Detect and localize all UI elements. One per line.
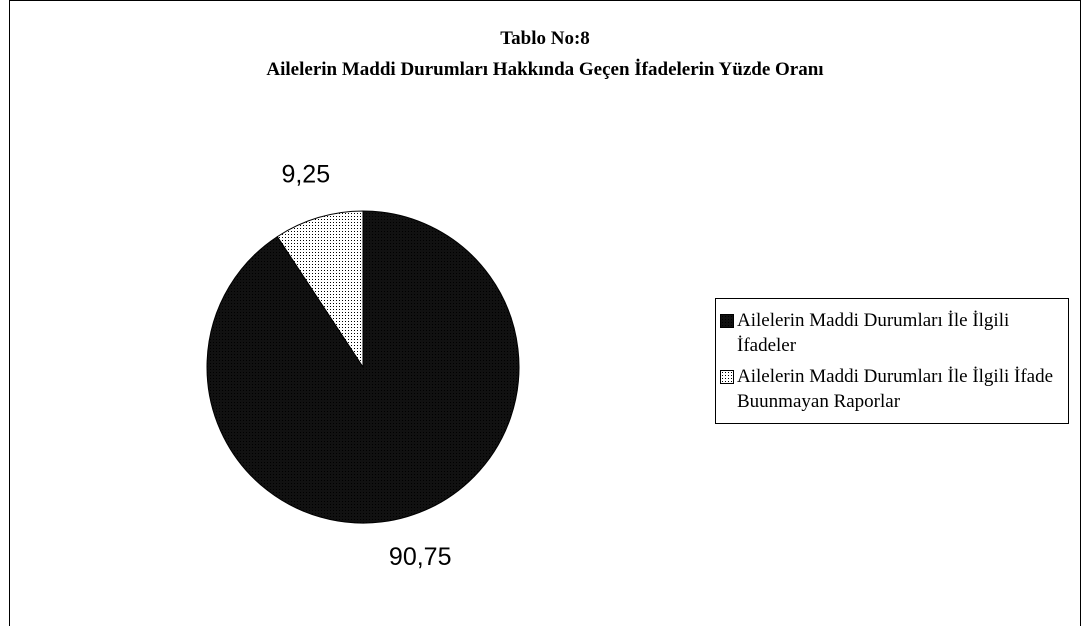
pie bbox=[206, 210, 520, 524]
legend-swatch bbox=[720, 370, 734, 384]
slice bbox=[276, 210, 364, 369]
slice-texture bbox=[206, 210, 520, 524]
data-label: 90,75 bbox=[389, 543, 452, 571]
legend-label: Ailelerin Maddi Durumları İle İlgili İfa… bbox=[737, 366, 1054, 412]
legend-item: Ailelerin Maddi Durumları İle İlgili İfa… bbox=[716, 305, 1068, 361]
frame bbox=[9, 0, 1081, 626]
slice-texture bbox=[276, 210, 364, 369]
chart-subtitle: Ailelerin Maddi Durumları Hakkında Geçen… bbox=[266, 59, 823, 80]
legend: Ailelerin Maddi Durumları İle İlgili İfa… bbox=[715, 298, 1069, 424]
chart-title: Tablo No:8 bbox=[500, 28, 590, 49]
legend-swatch bbox=[720, 314, 734, 328]
legend-label: Ailelerin Maddi Durumları İle İlgili İfa… bbox=[737, 310, 1010, 356]
legend-item: Ailelerin Maddi Durumları İle İlgili İfa… bbox=[716, 361, 1068, 417]
data-label: 9,25 bbox=[281, 160, 330, 188]
